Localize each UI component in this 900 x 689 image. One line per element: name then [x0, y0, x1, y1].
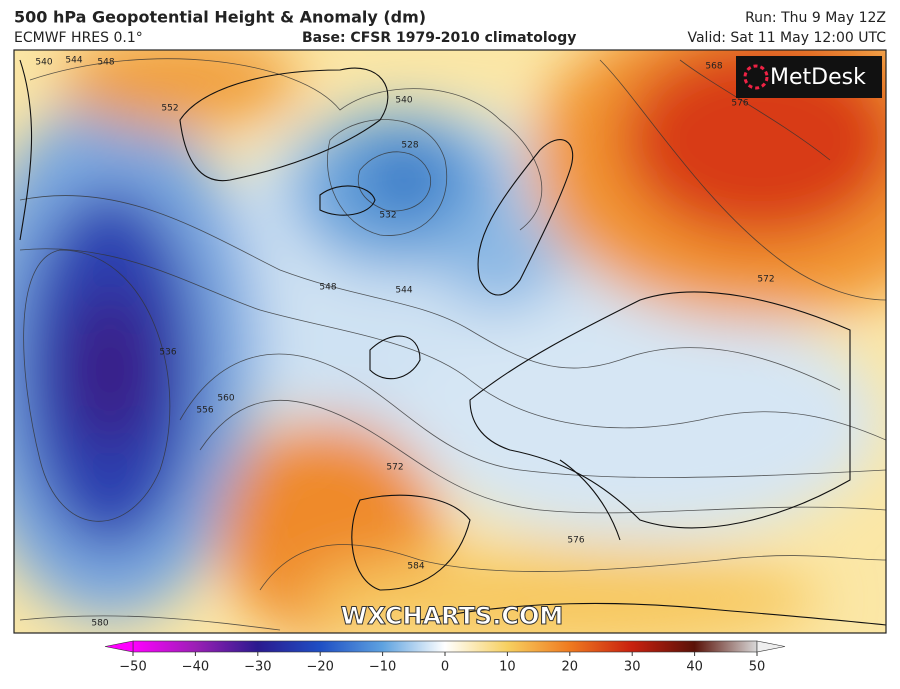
contour-label: 532: [379, 211, 396, 221]
colorbar: [132, 640, 758, 653]
contour-label: 556: [196, 406, 213, 416]
contour-label: 584: [407, 562, 424, 572]
colorbar-tick-label: 40: [686, 660, 703, 675]
contour-label: 548: [319, 283, 336, 293]
contour-label: 560: [217, 394, 234, 404]
colorbar-extend-low: [104, 640, 134, 653]
colorbar-extend-high: [756, 640, 786, 653]
valid: Valid: Sat 11 May 12:00 UTC: [687, 30, 886, 46]
logo-box: [736, 56, 882, 98]
title: 500 hPa Geopotential Height & Anomaly (d…: [14, 8, 426, 27]
colorbar-tick-label: −10: [369, 660, 396, 675]
colorbar-tick-label: −40: [182, 660, 209, 675]
colorbar-tick-label: 50: [749, 660, 766, 675]
logo: MetDesk: [770, 65, 866, 90]
contour-label: 572: [386, 463, 403, 473]
colorbar-tick-label: −30: [244, 660, 271, 675]
colorbar-tick-label: 0: [441, 660, 449, 675]
contour-label: 552: [161, 104, 178, 114]
contour-label: 536: [159, 348, 176, 358]
contour-label: 548: [97, 58, 114, 68]
run: Run: Thu 9 May 12Z: [745, 10, 886, 26]
map: [14, 50, 886, 633]
contour-label: 576: [567, 536, 584, 546]
colorbar-tick-label: −20: [306, 660, 333, 675]
contour-label: 544: [395, 286, 412, 296]
contour-label: 544: [65, 56, 82, 66]
colorbar-tick-label: 10: [499, 660, 516, 675]
contour-label: 580: [91, 619, 108, 629]
base: Base: CFSR 1979-2010 climatology: [302, 30, 576, 46]
watermark: WXCHARTS.COM: [341, 602, 563, 630]
logo-icon: [743, 64, 769, 90]
map-frame: [13, 49, 887, 634]
model: ECMWF HRES 0.1°: [14, 30, 143, 46]
contour-label: 572: [757, 275, 774, 285]
colorbar-tick-label: 20: [562, 660, 579, 675]
contour-label: 528: [401, 141, 418, 151]
contour-label: 540: [395, 96, 412, 106]
contour-label: 540: [35, 58, 52, 68]
colorbar-tick-label: −50: [119, 660, 146, 675]
colorbar-tick-label: 30: [624, 660, 641, 675]
contour-label: 568: [705, 62, 722, 72]
contour-label: 576: [731, 99, 748, 109]
